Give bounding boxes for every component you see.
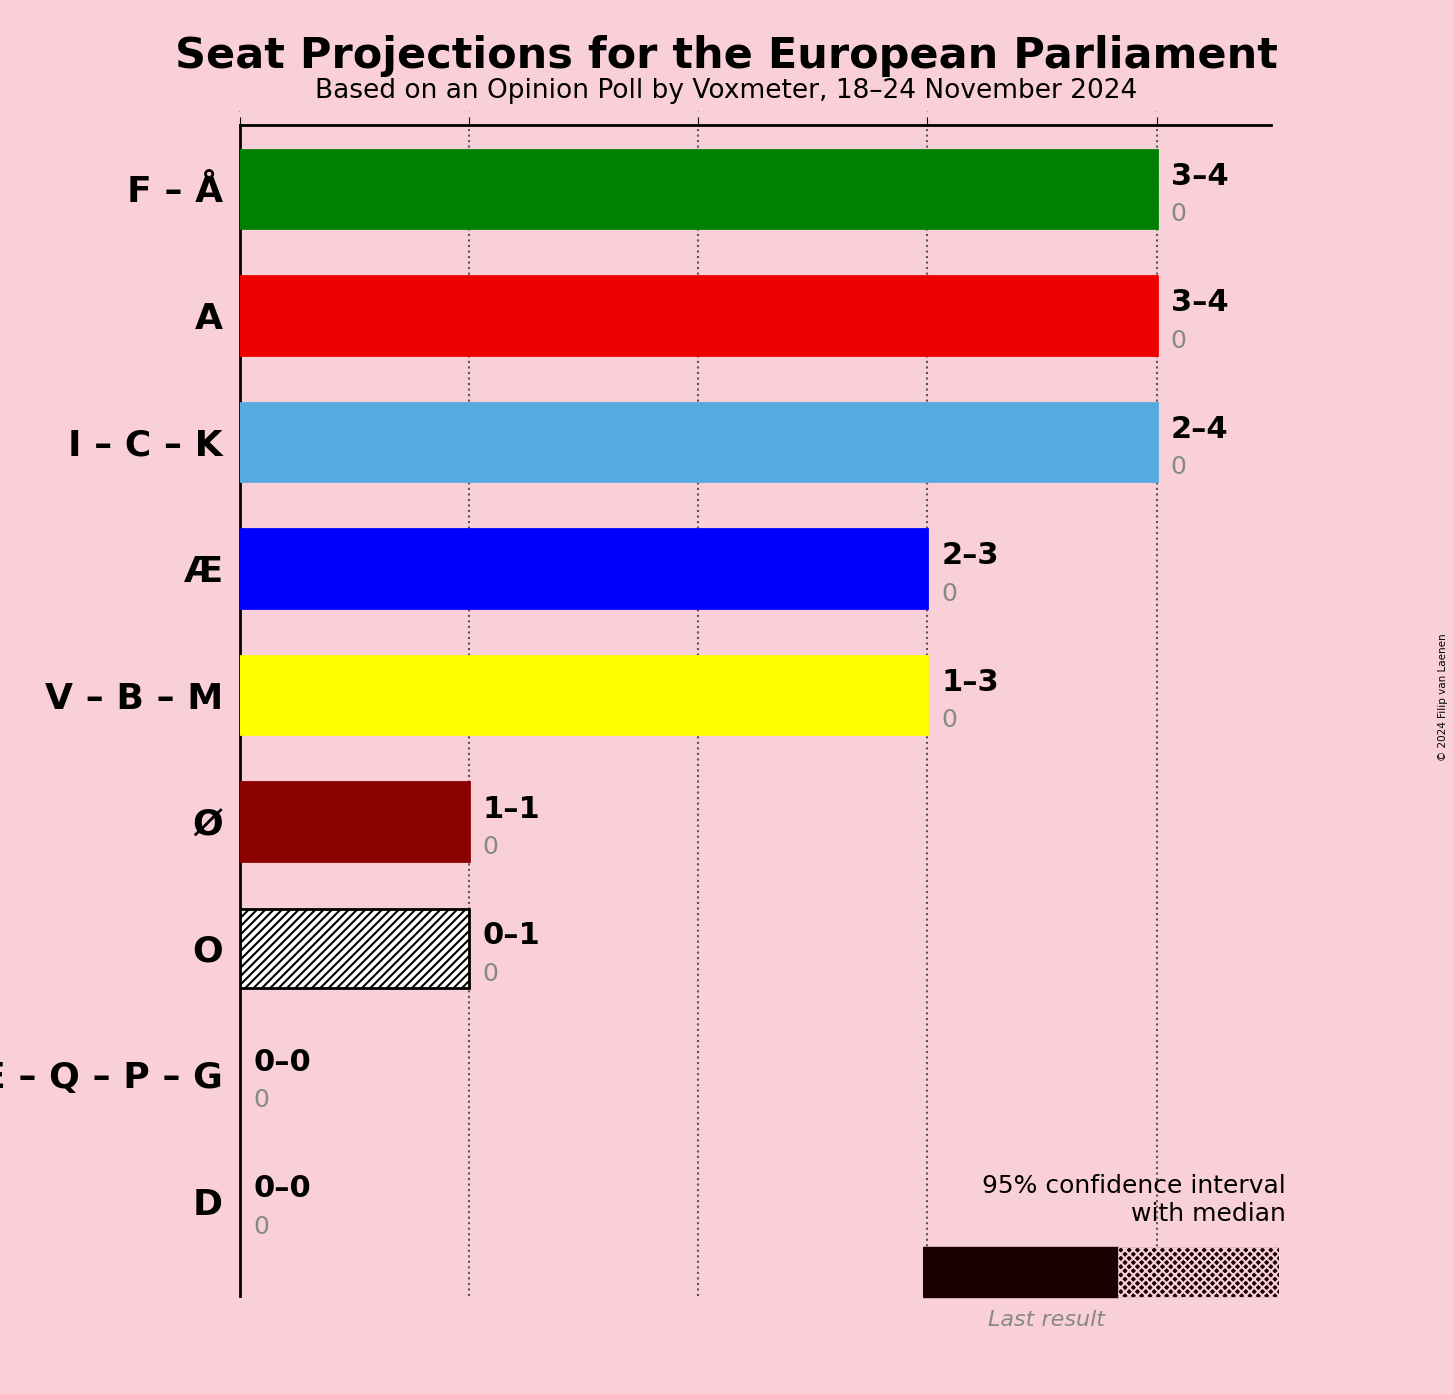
Bar <box>240 276 927 354</box>
Text: 0: 0 <box>942 581 958 606</box>
Bar <box>240 909 469 987</box>
Text: Based on an Opinion Poll by Voxmeter, 18–24 November 2024: Based on an Opinion Poll by Voxmeter, 18… <box>315 78 1138 105</box>
Text: Seat Projections for the European Parliament: Seat Projections for the European Parlia… <box>174 35 1279 77</box>
Bar <box>699 403 927 481</box>
Bar <box>699 530 927 608</box>
Bar <box>923 1246 1119 1296</box>
Text: 0–1: 0–1 <box>482 921 541 951</box>
Text: © 2024 Filip van Laenen: © 2024 Filip van Laenen <box>1438 633 1447 761</box>
Text: 0: 0 <box>1171 329 1187 353</box>
Text: 0: 0 <box>482 835 498 859</box>
Bar <box>240 655 927 735</box>
Text: 0: 0 <box>253 1089 269 1112</box>
Bar <box>1119 1246 1279 1296</box>
Text: 95% confidence interval
with median: 95% confidence interval with median <box>982 1174 1286 1225</box>
Bar <box>927 403 1157 481</box>
Text: 0: 0 <box>1171 202 1187 226</box>
Text: 2–3: 2–3 <box>942 541 998 570</box>
Bar <box>927 149 1157 229</box>
Text: 0: 0 <box>482 962 498 986</box>
Bar <box>240 403 1157 481</box>
Bar <box>240 782 469 861</box>
Text: 0–0: 0–0 <box>253 1048 311 1076</box>
Text: Last result: Last result <box>988 1310 1104 1330</box>
Bar <box>240 276 1157 354</box>
Bar <box>927 276 1157 354</box>
Text: 3–4: 3–4 <box>1171 162 1228 191</box>
Bar <box>240 530 927 608</box>
Text: 1–3: 1–3 <box>942 668 998 697</box>
Bar <box>240 530 699 608</box>
Text: 1–1: 1–1 <box>482 795 541 824</box>
Bar <box>240 149 927 229</box>
Bar <box>240 149 1157 229</box>
Bar <box>469 655 699 735</box>
Text: 2–4: 2–4 <box>1171 415 1228 443</box>
Text: 3–4: 3–4 <box>1171 289 1228 318</box>
Text: 0–0: 0–0 <box>253 1174 311 1203</box>
Text: 0: 0 <box>942 708 958 732</box>
Bar <box>699 655 927 735</box>
Text: 0: 0 <box>253 1214 269 1239</box>
Text: 0: 0 <box>1171 456 1187 480</box>
Bar <box>240 403 699 481</box>
Bar <box>240 655 469 735</box>
Bar <box>923 1306 1119 1319</box>
